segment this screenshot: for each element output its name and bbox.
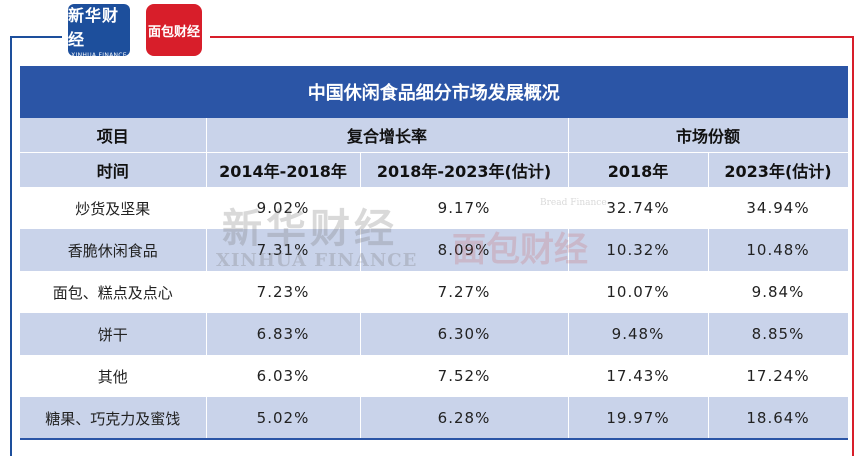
header-year-2023: 2023年(估计) <box>708 152 849 187</box>
frame-right-rule <box>852 36 854 456</box>
cagr-2014-2018: 5.02% <box>206 397 361 439</box>
share-2018: 19.97% <box>568 397 709 439</box>
table-row: 香脆休闲食品 7.31% 8.09% 10.32% 10.48% <box>20 229 849 271</box>
share-2023: 17.24% <box>708 355 849 397</box>
row-name: 香脆休闲食品 <box>20 229 207 271</box>
table-bottom-border <box>20 438 848 440</box>
row-name: 糖果、巧克力及蜜饯 <box>20 397 207 439</box>
header-year-2018: 2018年 <box>568 152 709 187</box>
xinhua-logo-en: XINHUA FINANCE <box>71 51 127 59</box>
cagr-2014-2018: 6.83% <box>206 313 361 355</box>
cagr-2014-2018: 9.02% <box>206 187 361 229</box>
header-rule-red <box>210 36 854 38</box>
share-2023: 18.64% <box>708 397 849 439</box>
row-name: 炒货及坚果 <box>20 187 207 229</box>
frame-left-rule <box>10 36 12 456</box>
xinhua-finance-logo: 新华财经 XINHUA FINANCE <box>68 4 130 59</box>
xinhua-logo-cn: 新华财经 <box>68 5 120 49</box>
share-2023: 8.85% <box>708 313 849 355</box>
bread-finance-logo: 面包财经 <box>146 4 202 56</box>
share-2018: 10.32% <box>568 229 709 271</box>
header-row-2: 时间 2014年-2018年 2018年-2023年(估计) 2018年 202… <box>20 152 849 187</box>
cagr-2014-2018: 6.03% <box>206 355 361 397</box>
row-name: 饼干 <box>20 313 207 355</box>
share-2018: 9.48% <box>568 313 709 355</box>
table-row: 饼干 6.83% 6.30% 9.48% 8.85% <box>20 313 849 355</box>
row-name: 面包、糕点及点心 <box>20 271 207 313</box>
header-item: 项目 <box>20 118 207 153</box>
row-name: 其他 <box>20 355 207 397</box>
header-time: 时间 <box>20 152 207 187</box>
share-2023: 34.94% <box>708 187 849 229</box>
cagr-2014-2018: 7.31% <box>206 229 361 271</box>
header-rule-blue <box>10 36 62 38</box>
market-overview-table: 中国休闲食品细分市场发展概况 项目 复合增长率 市场份额 时间 2014年-20… <box>20 66 849 439</box>
cagr-2018-2023: 9.17% <box>360 187 569 229</box>
share-2018: 32.74% <box>568 187 709 229</box>
header-bar: 新华财经 XINHUA FINANCE 面包财经 <box>0 0 864 64</box>
table-row: 糖果、巧克力及蜜饯 5.02% 6.28% 19.97% 18.64% <box>20 397 849 439</box>
table-row: 面包、糕点及点心 7.23% 7.27% 10.07% 9.84% <box>20 271 849 313</box>
share-2023: 10.48% <box>708 229 849 271</box>
header-cagr: 复合增长率 <box>206 118 569 153</box>
header-period-1: 2014年-2018年 <box>206 152 361 187</box>
cagr-2018-2023: 6.30% <box>360 313 569 355</box>
cagr-2018-2023: 7.27% <box>360 271 569 313</box>
share-2018: 17.43% <box>568 355 709 397</box>
cagr-2018-2023: 8.09% <box>360 229 569 271</box>
table-title-row: 中国休闲食品细分市场发展概况 <box>20 66 849 118</box>
header-share: 市场份额 <box>568 118 849 153</box>
cagr-2018-2023: 7.52% <box>360 355 569 397</box>
cagr-2018-2023: 6.28% <box>360 397 569 439</box>
header-row-1: 项目 复合增长率 市场份额 <box>20 118 849 153</box>
table-title: 中国休闲食品细分市场发展概况 <box>20 66 849 118</box>
header-period-2: 2018年-2023年(估计) <box>360 152 569 187</box>
table-row: 其他 6.03% 7.52% 17.43% 17.24% <box>20 355 849 397</box>
share-2018: 10.07% <box>568 271 709 313</box>
table-row: 炒货及坚果 9.02% 9.17% 32.74% 34.94% <box>20 187 849 229</box>
cagr-2014-2018: 7.23% <box>206 271 361 313</box>
share-2023: 9.84% <box>708 271 849 313</box>
